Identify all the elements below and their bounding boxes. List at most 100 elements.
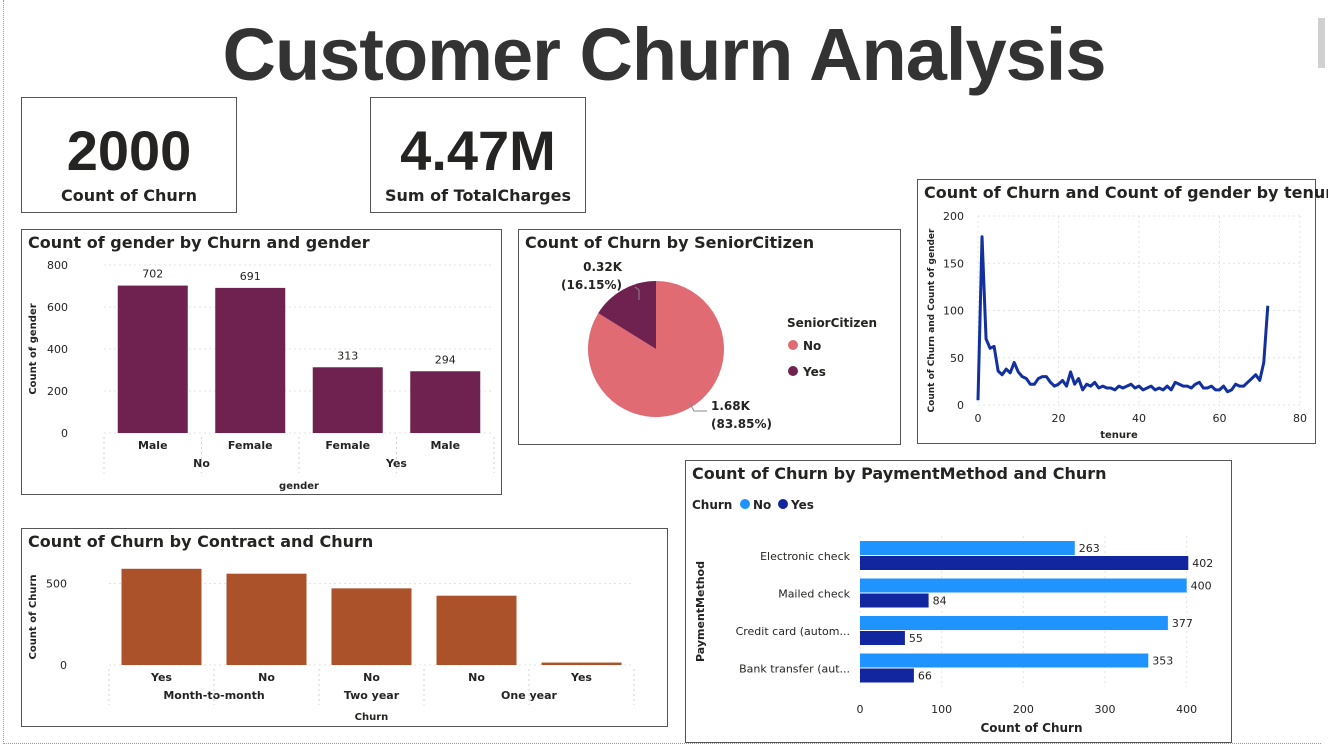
bar <box>312 367 383 433</box>
y-tick-label: Mailed check <box>778 588 850 601</box>
pie-slice-yes <box>598 281 656 349</box>
kpi-card-sum-of-totalcharges[interactable]: 4.47M Sum of TotalCharges <box>370 97 586 213</box>
x-tick-label: No <box>468 671 485 684</box>
bar <box>860 541 1075 555</box>
bar <box>860 578 1187 593</box>
x-tick-label: Yes <box>570 671 592 684</box>
x-tick-label: 200 <box>1013 703 1034 716</box>
x-tick-label: Female <box>325 439 370 452</box>
y-tick-label: 400 <box>47 343 68 356</box>
data-label: 702 <box>142 268 163 281</box>
data-label: 66 <box>918 670 932 683</box>
kpi-label: Sum of TotalCharges <box>384 186 572 205</box>
x-axis-title: Count of Churn <box>980 721 1082 735</box>
x-tick-label: 20 <box>1052 412 1066 425</box>
payment-bar-chart-svg: Churn No Yes 0 100 200 300 400 Electronic check 2… <box>692 498 1213 735</box>
chart-title: Count of Churn by SeniorCitizen <box>525 233 815 252</box>
x-tick-label: Male <box>430 439 460 452</box>
y-tick-label: 0 <box>61 427 68 440</box>
data-label: 402 <box>1192 557 1213 570</box>
legend-label: No <box>803 339 821 353</box>
x-tick-label: 300 <box>1095 703 1116 716</box>
page-title: Customer Churn Analysis <box>222 13 1107 96</box>
data-label: 55 <box>909 632 923 645</box>
kpi-card-count-of-churn[interactable]: 2000 Count of Churn <box>21 97 237 213</box>
chart-title: Count of Churn and Count of gender by te… <box>924 183 1328 202</box>
y-tick-label: Bank transfer (aut... <box>739 663 850 676</box>
x-tick-label: 100 <box>931 703 952 716</box>
data-label: (16.15%) <box>561 278 622 292</box>
bar <box>215 287 286 433</box>
y-tick-label: 800 <box>47 259 68 272</box>
chart-title: Count of gender by Churn and gender <box>28 233 370 252</box>
x-tick-label: 80 <box>1293 412 1307 425</box>
data-label: (83.85%) <box>711 417 772 431</box>
legend-label: Yes <box>790 498 814 512</box>
bar <box>860 631 905 645</box>
legend-marker <box>788 340 798 350</box>
kpi-value: 4.47M <box>400 119 556 182</box>
bar <box>860 616 1168 630</box>
chart-churn-by-seniorcitizen[interactable]: Count of Churn by SeniorCitizen 0.32K (16… <box>518 229 901 445</box>
y-axis-title: Count of Churn and Count of gender <box>927 228 937 412</box>
legend-title: SeniorCitizen <box>787 316 877 330</box>
series-line <box>976 235 1270 401</box>
chart-churn-by-contract[interactable]: Count of Churn by Contract and Churn 0 50… <box>21 528 668 727</box>
bar <box>117 285 188 433</box>
x-tick-label: Female <box>228 439 273 452</box>
vertical-scrollbar[interactable] <box>1318 18 1325 68</box>
legend-marker <box>778 499 788 509</box>
bar <box>121 568 202 665</box>
bar <box>436 595 517 665</box>
report-canvas <box>3 0 1321 744</box>
y-axis-title: Count of gender <box>28 303 39 394</box>
x-tick-label: No <box>258 671 275 684</box>
bar <box>860 653 1149 668</box>
senior-pie-chart-svg: 0.32K (16.15%) 1.68K (83.85%) SeniorCitizen N… <box>561 260 877 431</box>
bar <box>410 371 481 433</box>
y-tick-label: 500 <box>46 577 67 590</box>
bar <box>541 662 622 665</box>
y-tick-label: 0 <box>60 659 67 672</box>
y-tick-label: 150 <box>943 257 964 270</box>
x-tick-label: 0 <box>975 412 982 425</box>
x-tick-label: 40 <box>1132 412 1146 425</box>
y-axis-title: Count of Churn <box>28 574 39 659</box>
bar <box>331 588 412 665</box>
kpi-label: Count of Churn <box>60 186 198 205</box>
data-label: 84 <box>933 595 947 608</box>
data-label: 294 <box>435 353 456 366</box>
legend-title: Churn <box>692 498 732 512</box>
y-tick-label: 200 <box>943 210 964 223</box>
y-tick-label: Electronic check <box>760 550 851 563</box>
data-label: 1.68K <box>711 399 751 413</box>
kpi-value: 2000 <box>66 119 192 182</box>
leader-line <box>634 286 640 300</box>
x-group-label: Two year <box>344 689 400 702</box>
y-tick-label: 100 <box>943 305 964 318</box>
x-tick-label: Male <box>138 439 168 452</box>
y-tick-label: 200 <box>47 385 68 398</box>
bar <box>860 593 929 608</box>
chart-churn-by-paymentmethod[interactable]: Count of Churn by PaymentMethod and Chur… <box>685 460 1232 743</box>
x-tick-label: 400 <box>1176 703 1197 716</box>
y-tick-label: 0 <box>957 399 964 412</box>
bar <box>860 668 914 683</box>
y-axis-title: PaymentMethod <box>694 561 707 662</box>
y-tick-label: 600 <box>47 301 68 314</box>
data-label: 353 <box>1152 655 1173 668</box>
x-tick-label: 0 <box>857 703 864 716</box>
data-label: 263 <box>1079 542 1100 555</box>
chart-gender-by-churn[interactable]: Count of gender by Churn and gender 0 200… <box>21 229 502 495</box>
data-label: 377 <box>1172 617 1193 630</box>
y-tick-label: Credit card (autom... <box>736 625 850 638</box>
bar <box>226 573 307 665</box>
bar <box>860 556 1189 570</box>
x-axis-title: tenure <box>1100 430 1138 441</box>
data-label: 691 <box>240 270 261 283</box>
tenure-line-chart-svg: 0 50 100 150 200 0 20 40 60 80 tenure Count of Chur… <box>927 210 1307 441</box>
x-tick-label: Yes <box>150 671 172 684</box>
chart-churn-gender-by-tenure[interactable]: Count of Churn and Count of gender by te… <box>917 179 1328 444</box>
chart-title: Count of Churn by PaymentMethod and Chur… <box>692 464 1107 483</box>
